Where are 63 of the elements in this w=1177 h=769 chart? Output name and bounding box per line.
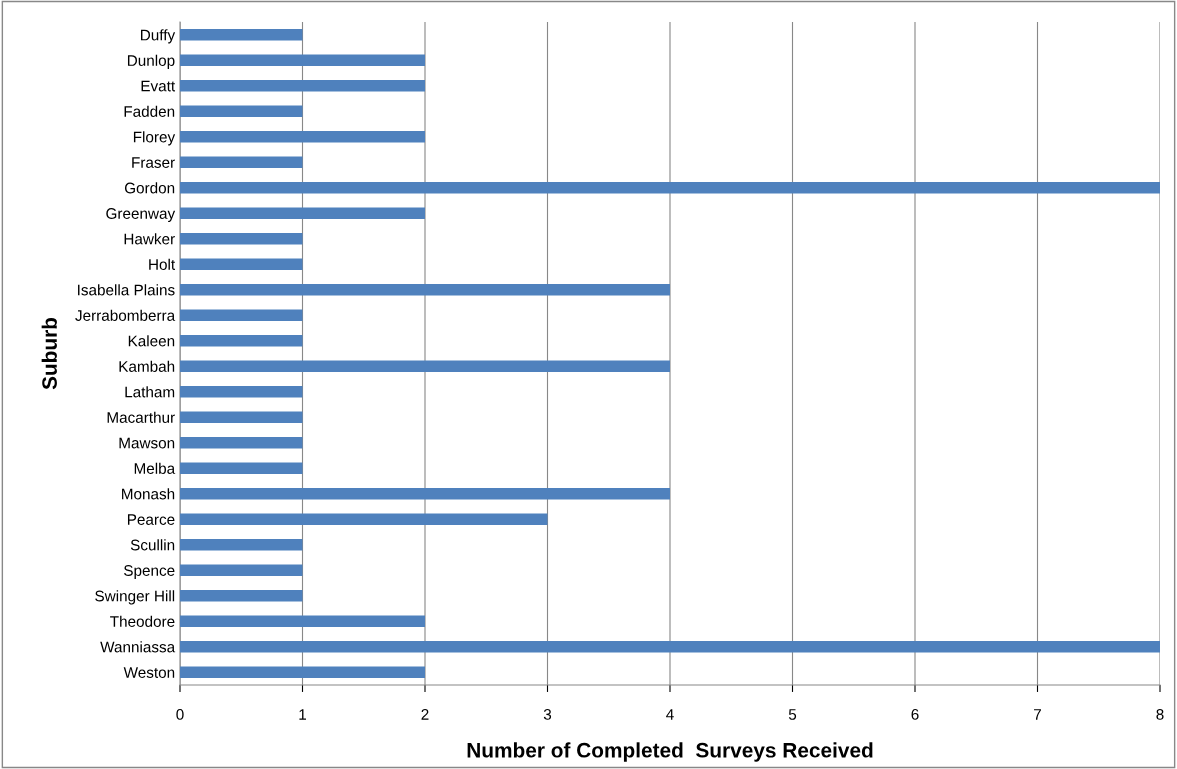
- y-tick-label: Swinger Hill: [95, 590, 175, 605]
- y-tick-label: Kambah: [119, 360, 175, 372]
- bar: [180, 590, 303, 602]
- bar: [180, 462, 303, 474]
- y-tick-label: Fraser: [132, 157, 175, 168]
- bar: [180, 488, 670, 500]
- y-tick-label: Weston: [123, 667, 175, 678]
- y-tick-label: Theodore: [110, 615, 175, 627]
- x-tick-label: 5: [788, 709, 797, 720]
- x-tick-label: 4: [666, 709, 674, 720]
- bar: [180, 437, 303, 449]
- y-tick-label: Gordon: [124, 182, 175, 194]
- x-axis-title: Number of Completed Surveys Received: [467, 742, 873, 762]
- bar: [180, 156, 303, 168]
- bar: [180, 513, 548, 525]
- bar: [180, 233, 303, 245]
- y-tick-label: Fadden: [124, 105, 175, 117]
- bar: [180, 360, 670, 372]
- bar: [180, 309, 303, 321]
- y-tick-label: Kaleen: [128, 335, 175, 347]
- bar: [180, 105, 303, 117]
- y-tick-label: Scullin: [130, 539, 175, 551]
- x-tick-label: 0: [176, 709, 184, 720]
- y-tick-label: Florey: [133, 131, 176, 146]
- bar: [180, 641, 1160, 653]
- x-tick-label: 7: [1034, 709, 1041, 720]
- x-tick-label: 8: [1156, 709, 1164, 720]
- y-tick-label: Holt: [149, 258, 176, 270]
- y-axis-title: Suburb: [41, 317, 57, 390]
- bar: [180, 182, 1160, 194]
- bar: [180, 666, 425, 678]
- x-tick-label: 3: [543, 709, 552, 720]
- y-tick-label: Latham: [125, 386, 175, 398]
- y-tick-label: Dunlop: [127, 54, 175, 69]
- bar: [180, 386, 303, 398]
- y-tick-label: Mawson: [119, 437, 175, 449]
- y-tick-label: Pearce: [127, 514, 175, 525]
- y-tick-label: Spence: [124, 565, 175, 579]
- y-tick-label: Isabella Plains: [78, 284, 175, 296]
- bar: [180, 131, 425, 143]
- x-tick-label: 1: [299, 709, 306, 720]
- y-tick-label: Melba: [134, 462, 176, 474]
- bar: [180, 335, 303, 347]
- bar: [180, 284, 670, 296]
- y-tick-label: Hawker: [124, 233, 175, 245]
- y-tick-label: Monash: [122, 488, 175, 500]
- bar: [180, 411, 303, 423]
- y-tick-label: Macarthur: [107, 411, 175, 423]
- y-tick-label: Duffy: [141, 29, 176, 44]
- bar: [180, 564, 303, 576]
- y-tick-label: Evatt: [141, 80, 176, 92]
- bar: [180, 539, 303, 551]
- x-tick-label: 2: [421, 709, 429, 720]
- bar: [180, 207, 425, 219]
- bar: [180, 29, 303, 41]
- y-tick-label: Greenway: [106, 208, 176, 222]
- y-tick-label: Jerrabomberra: [75, 309, 176, 321]
- bar: [180, 615, 425, 627]
- y-tick-label: Wanniassa: [100, 641, 176, 653]
- bar: [180, 258, 303, 270]
- x-tick-label: 6: [911, 709, 919, 720]
- bar: [180, 54, 425, 66]
- bar: [180, 80, 425, 92]
